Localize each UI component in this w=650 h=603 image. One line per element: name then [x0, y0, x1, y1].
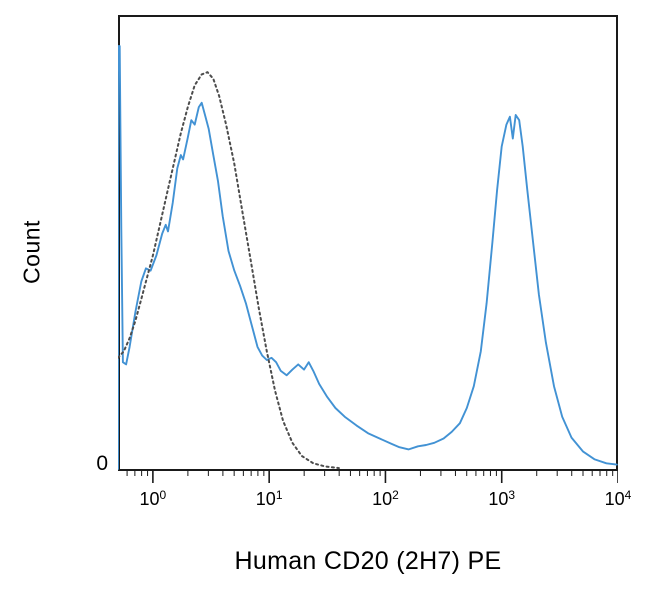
x-tick-label: 102: [372, 488, 399, 509]
x-tick-label: 104: [604, 488, 632, 509]
y-axis-tick-zero: 0: [96, 452, 108, 475]
histogram-curves: [117, 15, 619, 483]
plot-area: [117, 15, 619, 485]
x-tick-label: 101: [255, 488, 283, 509]
x-tick-label: 103: [488, 488, 516, 509]
x-tick-label: 100: [139, 488, 167, 509]
y-axis-label: Count: [18, 220, 45, 284]
x-axis-tick-labels: 100 101 102 103 104: [118, 488, 632, 518]
x-axis-label: Human CD20 (2H7) PE: [234, 547, 502, 575]
